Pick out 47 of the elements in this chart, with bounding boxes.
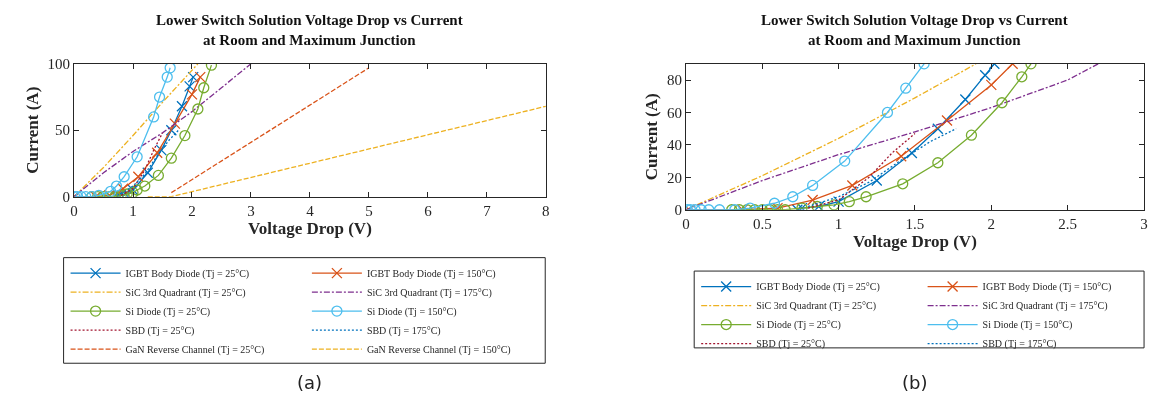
x-tick-label: 3 — [247, 202, 255, 219]
legend-label: Si Diode (Tj = 25°C) — [756, 319, 841, 332]
legend-label: SiC 3rd Quadrant (Tj = 25°C) — [125, 286, 246, 299]
x-tick-label: 6 — [424, 202, 433, 219]
x-tick-label: 8 — [542, 202, 550, 219]
y-tick-label: 50 — [55, 122, 71, 139]
x-tick-label: 1 — [834, 215, 843, 232]
legend-label: Si Diode (Tj = 150°C) — [366, 305, 457, 318]
text: (b) — [902, 372, 928, 393]
legend-label: SiC 3rd Quadrant (Tj = 175°C) — [982, 300, 1108, 313]
legend-label: SiC 3rd Quadrant (Tj = 25°C) — [756, 300, 877, 313]
x-tick-label: 4 — [306, 202, 315, 219]
x-tick-label: 1 — [129, 202, 137, 219]
legend-label: IGBT Body Diode (Tj = 150°C) — [982, 281, 1112, 294]
x-axis-title: Voltage Drop (V) — [248, 219, 372, 239]
y-axis-title: Current (A) — [642, 93, 662, 181]
legend-label: Si Diode (Tj = 25°C) — [125, 305, 211, 318]
y-tick-label: 60 — [666, 104, 682, 121]
y-tick-label: 0 — [62, 188, 71, 205]
legend-label: SBD (Tj = 175°C) — [982, 338, 1057, 351]
x-tick-label: 3 — [1140, 215, 1148, 232]
text: (a) — [297, 372, 323, 393]
x-tick-label: 2 — [987, 215, 996, 232]
legend-label: SBD (Tj = 25°C) — [125, 324, 195, 337]
x-tick-label: 0.5 — [752, 215, 772, 232]
chart-title: Lower Switch Solution Voltage Drop vs Current at Room and Maximum Junction — [156, 12, 463, 48]
legend-label: SBD (Tj = 25°C) — [756, 338, 825, 351]
legend-label: IGBT Body Diode (Tj = 25°C) — [125, 267, 250, 280]
legend-label: Si Diode (Tj = 150°C) — [982, 319, 1073, 332]
x-tick-label: 5 — [365, 202, 373, 219]
legend-label: IGBT Body Diode (Tj = 150°C) — [366, 267, 496, 280]
x-tick-label: 1.5 — [905, 215, 925, 232]
y-tick-label: 100 — [47, 56, 71, 73]
x-tick-label: 2 — [188, 202, 196, 219]
y-tick-label: 20 — [666, 169, 682, 186]
y-tick-label: 40 — [666, 137, 682, 154]
x-tick-label: 2.5 — [1058, 215, 1077, 232]
x-tick-label: 7 — [483, 202, 492, 219]
y-tick-label: 80 — [666, 72, 682, 89]
legend-label: GaN Reverse Channel (Tj = 150°C) — [366, 343, 511, 356]
legend-label: IGBT Body Diode (Tj = 25°C) — [756, 281, 880, 294]
legend-label: SiC 3rd Quadrant (Tj = 175°C) — [366, 286, 492, 299]
y-axis-title: Current (A) — [23, 86, 43, 174]
x-axis-title: Voltage Drop (V) — [853, 232, 977, 252]
legend-label: GaN Reverse Channel (Tj = 25°C) — [125, 343, 265, 356]
chart-title: Lower Switch Solution Voltage Drop vs Current at Room and Maximum Junction — [761, 12, 1068, 48]
legend-label: SBD (Tj = 175°C) — [366, 324, 441, 337]
